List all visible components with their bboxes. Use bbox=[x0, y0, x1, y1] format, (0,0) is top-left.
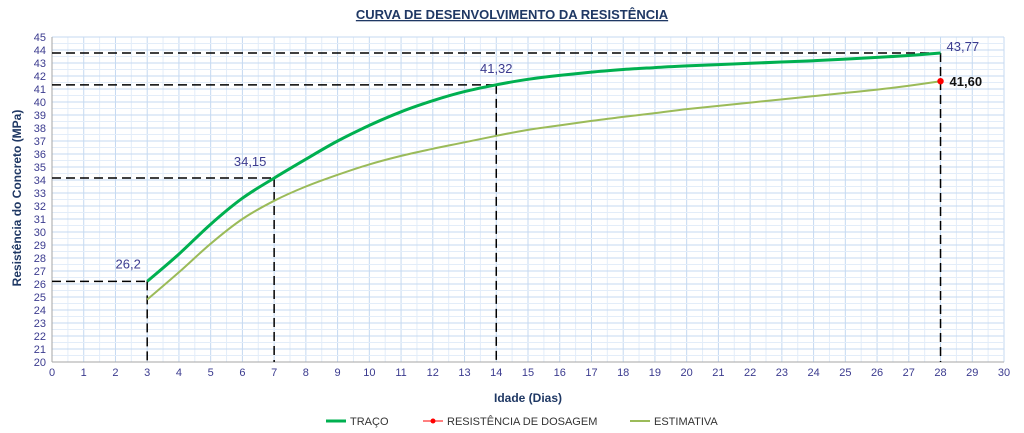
tick-labels: 0 1 2 3 4 5 6 7 8 9 10 11 12 13 14 15 16 17 18 19 20 21 22 23 24… bbox=[34, 32, 1010, 379]
y-tick-label: 27 bbox=[34, 266, 46, 278]
y-tick-label: 24 bbox=[34, 305, 46, 317]
y-tick-label: 35 bbox=[34, 162, 46, 174]
y-tick-label: 31 bbox=[34, 214, 46, 226]
x-tick-label: 27 bbox=[903, 367, 915, 379]
y-tick-label: 22 bbox=[34, 331, 46, 343]
y-tick-label: 42 bbox=[34, 71, 46, 83]
x-tick-label: 11 bbox=[395, 367, 406, 379]
x-tick-label: 26 bbox=[871, 367, 883, 379]
y-tick-label: 39 bbox=[34, 110, 46, 122]
y-tick-label: 40 bbox=[34, 97, 46, 109]
y-tick-label: 43 bbox=[34, 58, 46, 70]
y-tick-label: 45 bbox=[34, 32, 46, 44]
x-tick-label: 29 bbox=[966, 367, 978, 379]
x-tick-label: 20 bbox=[681, 367, 693, 379]
y-tick-label: 38 bbox=[34, 123, 46, 135]
data-label: 34,15 bbox=[234, 154, 267, 169]
x-tick-label: 8 bbox=[303, 367, 309, 379]
x-tick-label: 21 bbox=[712, 367, 724, 379]
point-resistencia-dosagem bbox=[937, 78, 944, 85]
y-tick-label: 30 bbox=[34, 227, 46, 239]
legend-label: TRAÇO bbox=[350, 416, 389, 428]
legend-label: RESISTÊNCIA DE DOSAGEM bbox=[447, 415, 597, 428]
x-tick-label: 25 bbox=[839, 367, 851, 379]
x-tick-label: 4 bbox=[176, 367, 182, 379]
x-tick-label: 5 bbox=[208, 367, 214, 379]
x-tick-label: 18 bbox=[617, 367, 629, 379]
legend-label: ESTIMATIVA bbox=[654, 416, 718, 428]
series-line-estimativa bbox=[146, 80, 941, 301]
y-tick-label: 28 bbox=[34, 253, 46, 265]
x-tick-label: 23 bbox=[776, 367, 788, 379]
y-tick-label: 34 bbox=[34, 175, 46, 187]
x-tick-label: 3 bbox=[144, 367, 150, 379]
x-tick-label: 15 bbox=[522, 367, 534, 379]
x-tick-label: 2 bbox=[112, 367, 118, 379]
grid bbox=[51, 36, 1005, 363]
y-axis-label: Resistência do Concreto (MPa) bbox=[10, 110, 24, 287]
x-tick-label: 7 bbox=[271, 367, 277, 379]
y-tick-label: 20 bbox=[34, 357, 46, 369]
x-tick-label: 6 bbox=[239, 367, 245, 379]
x-tick-label: 9 bbox=[335, 367, 341, 379]
y-tick-label: 41 bbox=[34, 84, 46, 96]
x-tick-label: 10 bbox=[363, 367, 375, 379]
y-tick-label: 23 bbox=[34, 318, 46, 330]
legend-marker bbox=[430, 418, 436, 424]
data-label: 26,2 bbox=[116, 256, 141, 271]
x-tick-label: 19 bbox=[649, 367, 661, 379]
x-tick-label: 28 bbox=[934, 367, 946, 379]
x-tick-label: 0 bbox=[49, 367, 55, 379]
x-tick-label: 14 bbox=[490, 367, 502, 379]
data-labels: 26,2 34,15 41,32 43,77 41,60 bbox=[116, 39, 983, 271]
legend: TRAÇO RESISTÊNCIA DE DOSAGEM ESTIMATIVA bbox=[326, 415, 718, 428]
y-tick-label: 33 bbox=[34, 188, 46, 200]
chart-title: CURVA DE DESENVOLVIMENTO DA RESISTÊNCIA bbox=[356, 7, 669, 22]
x-tick-label: 22 bbox=[744, 367, 756, 379]
series-lines bbox=[146, 51, 944, 301]
x-tick-label: 12 bbox=[427, 367, 439, 379]
guide-lines bbox=[52, 52, 942, 362]
data-label: 41,32 bbox=[480, 61, 513, 76]
x-tick-label: 16 bbox=[554, 367, 566, 379]
y-tick-label: 25 bbox=[34, 292, 46, 304]
x-tick-label: 1 bbox=[81, 367, 87, 379]
y-tick-label: 44 bbox=[34, 45, 46, 57]
data-label: 43,77 bbox=[947, 39, 980, 54]
data-label: 41,60 bbox=[950, 74, 983, 89]
x-tick-label: 30 bbox=[998, 367, 1010, 379]
x-tick-label: 24 bbox=[807, 367, 819, 379]
x-tick-label: 13 bbox=[458, 367, 470, 379]
y-tick-label: 21 bbox=[34, 344, 46, 356]
x-axis-label: Idade (Dias) bbox=[494, 391, 562, 405]
y-tick-label: 37 bbox=[34, 136, 46, 148]
x-tick-label: 17 bbox=[585, 367, 597, 379]
y-tick-label: 32 bbox=[34, 201, 46, 213]
y-tick-label: 29 bbox=[34, 240, 46, 252]
series-line-traco bbox=[146, 51, 941, 283]
y-tick-label: 36 bbox=[34, 149, 46, 161]
y-tick-label: 26 bbox=[34, 279, 46, 291]
